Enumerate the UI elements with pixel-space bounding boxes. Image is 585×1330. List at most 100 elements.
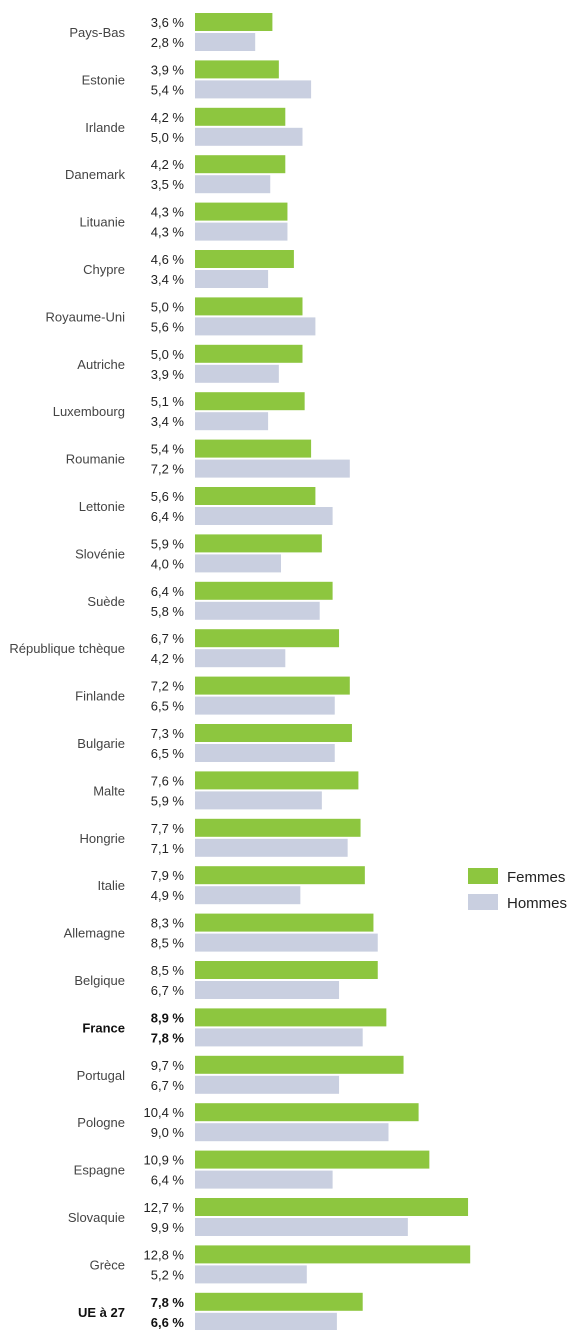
bar-group: Suède 6,4 % 5,8 %: [87, 581, 333, 620]
value-label-hommes: 4,2 %: [151, 651, 185, 666]
value-label-hommes: 6,6 %: [151, 1315, 185, 1330]
bar-group: Espagne 10,9 % 6,4 %: [74, 1150, 430, 1189]
bar-group: Roumanie 5,4 % 7,2 %: [66, 439, 350, 478]
bar-hommes: [195, 33, 256, 51]
value-label-hommes: 6,4 %: [151, 1173, 185, 1188]
value-label-femmes: 5,9 %: [151, 536, 185, 551]
bar-hommes: [195, 80, 312, 99]
value-label-hommes: 3,4 %: [151, 272, 185, 287]
bar-hommes: [195, 364, 279, 383]
bar-femmes: [195, 818, 361, 837]
bar-hommes: [195, 459, 350, 478]
value-label-femmes: 9,7 %: [151, 1058, 185, 1073]
value-label-hommes: 9,0 %: [151, 1125, 185, 1140]
value-label-hommes: 4,0 %: [151, 556, 185, 571]
bar-group: Grèce 12,8 % 5,2 %: [90, 1245, 471, 1284]
bar-femmes: [195, 1245, 471, 1264]
value-label-femmes: 7,2 %: [151, 679, 185, 694]
bar-femmes: [195, 1292, 363, 1311]
bar-femmes: [195, 1055, 404, 1074]
value-label-femmes: 3,6 %: [151, 15, 185, 30]
category-label: Danemark: [65, 167, 125, 182]
value-label-femmes: 5,4 %: [151, 442, 185, 457]
value-label-hommes: 5,0 %: [151, 130, 185, 145]
value-label-hommes: 5,8 %: [151, 604, 185, 619]
bar-hommes: [195, 412, 269, 431]
bar-group: UE à 27 7,8 % 6,6 %: [78, 1292, 363, 1330]
bar-group: Luxembourg 5,1 % 3,4 %: [53, 392, 305, 431]
bar-group: Portugal 9,7 % 6,7 %: [77, 1055, 404, 1094]
category-label: Malte: [93, 783, 125, 798]
legend-label-femmes: Femmes: [507, 869, 565, 886]
bar-femmes: [195, 724, 352, 742]
bar-hommes: [195, 554, 281, 573]
value-label-femmes: 6,4 %: [151, 584, 185, 599]
bar-hommes: [195, 507, 333, 525]
value-label-femmes: 7,9 %: [151, 868, 185, 883]
value-label-femmes: 8,3 %: [151, 916, 185, 931]
value-label-femmes: 8,9 %: [151, 1010, 185, 1025]
legend-label-hommes: Hommes: [507, 895, 567, 912]
bar-hommes: [195, 601, 320, 620]
bar-hommes: [195, 1265, 307, 1284]
bar-femmes: [195, 866, 365, 885]
value-label-hommes: 6,4 %: [151, 509, 185, 524]
category-label: Finlande: [75, 689, 125, 704]
category-label: Chypre: [83, 262, 125, 277]
bar-femmes: [195, 250, 294, 268]
bar-group: Autriche 5,0 % 3,9 %: [77, 344, 303, 383]
value-label-hommes: 3,9 %: [151, 367, 185, 382]
bar-group: Slovénie 5,9 % 4,0 %: [75, 534, 322, 573]
value-label-hommes: 2,8 %: [151, 35, 185, 50]
bar-femmes: [195, 60, 279, 79]
value-label-hommes: 3,4 %: [151, 414, 185, 429]
bar-group: Slovaquie 12,7 % 9,9 %: [68, 1198, 469, 1236]
value-label-femmes: 7,8 %: [151, 1295, 185, 1310]
bar-femmes: [195, 439, 312, 458]
bar-femmes: [195, 961, 378, 979]
bar-femmes: [195, 1150, 430, 1169]
category-label: Allemagne: [64, 926, 125, 941]
category-label: Royaume-Uni: [46, 309, 126, 324]
bar-group: Finlande 7,2 % 6,5 %: [75, 676, 350, 715]
bar-hommes: [195, 1028, 363, 1047]
category-label: Slovénie: [75, 546, 125, 561]
value-label-femmes: 4,6 %: [151, 252, 185, 267]
bar-femmes: [195, 392, 305, 411]
value-label-hommes: 6,5 %: [151, 699, 185, 714]
bar-hommes: [195, 933, 378, 952]
bar-femmes: [195, 107, 286, 126]
bar-hommes: [195, 744, 335, 762]
bar-group: Danemark 4,2 % 3,5 %: [65, 155, 286, 194]
value-label-hommes: 5,2 %: [151, 1267, 185, 1282]
category-label: Estonie: [82, 72, 125, 87]
bar-femmes: [195, 13, 273, 31]
value-label-femmes: 4,2 %: [151, 157, 185, 172]
legend-swatch-femmes: [468, 868, 498, 884]
category-label: Roumanie: [66, 452, 125, 467]
category-label: République tchèque: [9, 641, 125, 656]
value-label-femmes: 5,6 %: [151, 489, 185, 504]
category-label: France: [82, 1020, 125, 1035]
value-label-femmes: 12,7 %: [144, 1200, 185, 1215]
bars-layer: Pays-Bas 3,6 % 2,8 % Estonie 3,9 % 5,4 % Irlan…: [9, 13, 471, 1330]
bar-hommes: [195, 317, 316, 336]
category-label: Pays-Bas: [69, 25, 125, 40]
category-label: Lituanie: [79, 215, 125, 230]
category-label: Bulgarie: [77, 736, 125, 751]
bar-group: Pologne 10,4 % 9,0 %: [77, 1103, 419, 1142]
bar-hommes: [195, 981, 340, 999]
bar-hommes: [195, 696, 335, 715]
bar-hommes: [195, 175, 271, 194]
bar-hommes: [195, 649, 286, 668]
category-label: Italie: [98, 878, 125, 893]
bar-hommes: [195, 1312, 337, 1330]
value-label-hommes: 6,7 %: [151, 983, 185, 998]
legend: Femmes Hommes: [468, 868, 567, 912]
value-label-femmes: 7,7 %: [151, 821, 185, 836]
category-label: Pologne: [77, 1115, 125, 1130]
value-label-femmes: 12,8 %: [144, 1247, 185, 1262]
bar-group: Lettonie 5,6 % 6,4 %: [79, 487, 333, 525]
bar-femmes: [195, 344, 303, 363]
